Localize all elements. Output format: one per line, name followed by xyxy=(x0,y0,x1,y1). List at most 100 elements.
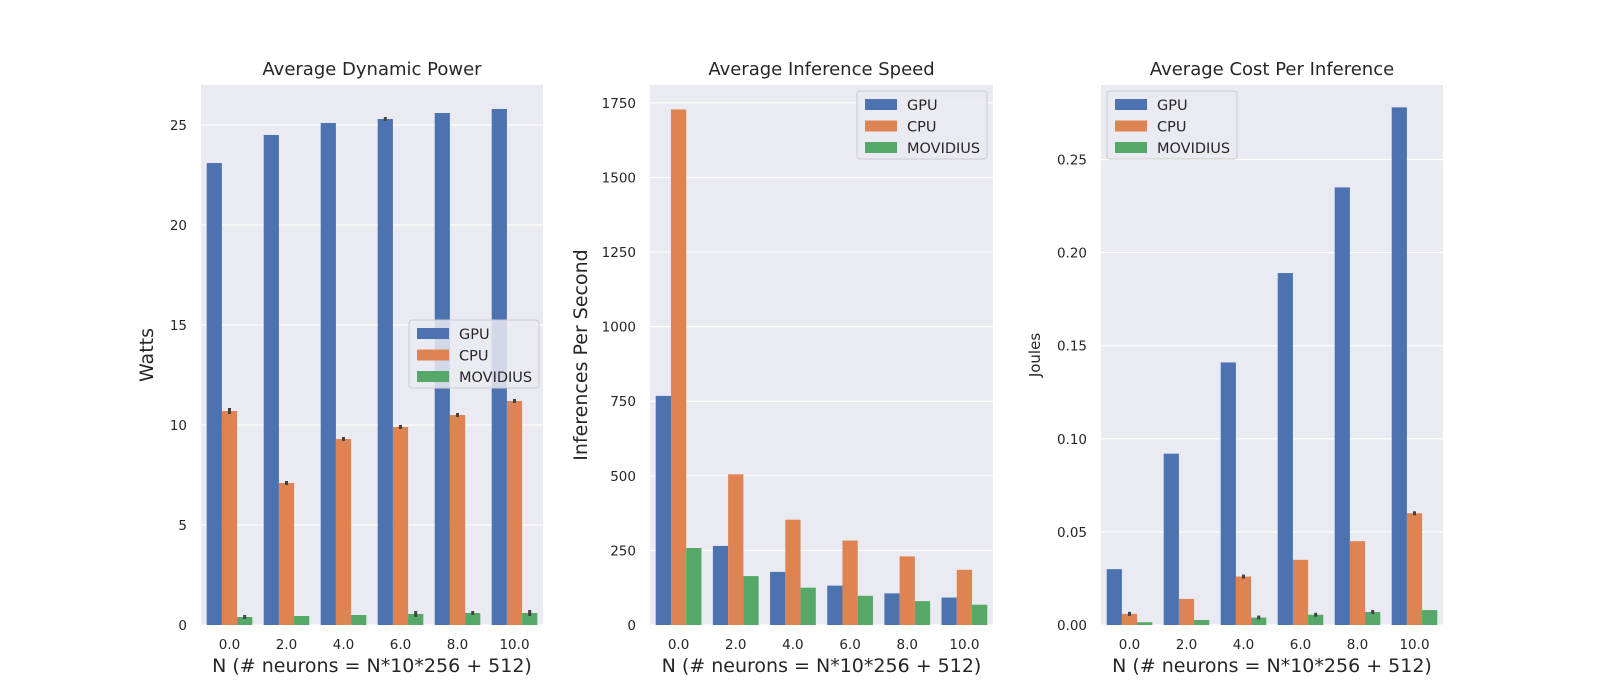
bar-gpu-2.0 xyxy=(1163,453,1179,625)
bar-gpu-0.0 xyxy=(655,395,671,625)
legend: GPU CPU MOVIDIUS xyxy=(856,90,988,160)
bar-movidius-8.0 xyxy=(465,613,481,625)
x-tick-label: 4.0 xyxy=(782,637,803,653)
y-tick-label: 250 xyxy=(610,543,636,559)
bar-cpu-6.0 xyxy=(392,427,409,625)
x-tick-label: 10.0 xyxy=(499,637,529,653)
bar-gpu-6.0 xyxy=(377,119,393,625)
y-tick-label: 0 xyxy=(178,618,187,634)
legend-label-gpu: GPU xyxy=(1157,98,1188,114)
legend-label-movidius: MOVIDIUS xyxy=(1157,141,1230,157)
y-tick-label: 0.00 xyxy=(1057,618,1087,634)
bar-movidius-0.0 xyxy=(237,617,253,625)
x-tick-label: 0.0 xyxy=(1119,637,1140,653)
y-tick-label: 25 xyxy=(170,118,187,134)
x-tick-label: 0.0 xyxy=(219,637,240,653)
legend-label-cpu: CPU xyxy=(1157,120,1186,136)
y-tick-label: 0 xyxy=(627,618,636,634)
x-tick-label: 2.0 xyxy=(725,637,746,653)
x-axis-title: N (# neurons = N*10*256 + 512) xyxy=(212,655,532,677)
y-tick-label: 500 xyxy=(610,469,636,485)
bar-gpu-10.0 xyxy=(941,597,957,625)
y-tick-label: 10 xyxy=(170,418,187,434)
bar-cpu-8.0 xyxy=(899,556,915,625)
x-tick-label: 10.0 xyxy=(949,637,979,653)
legend-swatch-movidius xyxy=(417,371,449,382)
bar-gpu-10.0 xyxy=(1391,107,1407,625)
bar-cpu-2.0 xyxy=(278,483,295,625)
bar-gpu-6.0 xyxy=(1277,273,1293,625)
bar-movidius-6.0 xyxy=(408,614,424,625)
chart-title: Average Inference Speed xyxy=(708,59,934,80)
y-axis-title: Joules xyxy=(1026,333,1044,379)
bar-cpu-4.0 xyxy=(1235,576,1252,625)
bar-movidius-8.0 xyxy=(914,601,931,625)
y-tick-label: 750 xyxy=(610,394,636,410)
x-tick-label: 4.0 xyxy=(1233,637,1254,653)
bar-gpu-8.0 xyxy=(884,593,900,625)
bar-cpu-10.0 xyxy=(1406,513,1423,625)
x-tick-label: 8.0 xyxy=(447,637,468,653)
bar-gpu-8.0 xyxy=(1334,187,1350,625)
y-tick-label: 1000 xyxy=(602,320,636,336)
legend-swatch-cpu xyxy=(1115,120,1147,132)
bar-movidius-4.0 xyxy=(351,615,367,625)
x-tick-label: 8.0 xyxy=(897,637,918,653)
bar-cpu-0.0 xyxy=(670,109,687,625)
y-tick-label: 0.10 xyxy=(1057,432,1087,448)
x-axis-title: N (# neurons = N*10*256 + 512) xyxy=(1112,655,1432,677)
bar-gpu-6.0 xyxy=(827,585,843,625)
bar-cpu-10.0 xyxy=(956,569,973,625)
bar-cpu-8.0 xyxy=(1349,541,1366,625)
x-tick-label: 6.0 xyxy=(839,637,860,653)
bar-movidius-0.0 xyxy=(686,548,702,625)
bar-movidius-10.0 xyxy=(972,604,988,625)
bar-gpu-4.0 xyxy=(770,571,786,625)
bar-movidius-10.0 xyxy=(522,613,538,625)
legend-swatch-gpu xyxy=(417,328,449,339)
y-tick-label: 1500 xyxy=(602,170,636,186)
bar-movidius-2.0 xyxy=(294,616,310,625)
y-tick-label: 0.05 xyxy=(1057,525,1087,541)
x-tick-label: 8.0 xyxy=(1347,637,1368,653)
y-tick-label: 1750 xyxy=(602,96,636,112)
bar-cpu-8.0 xyxy=(449,415,466,625)
chart-title: Average Cost Per Inference xyxy=(1150,59,1394,80)
bar-cpu-2.0 xyxy=(1178,598,1195,625)
bar-cpu-4.0 xyxy=(335,439,352,625)
chart-panel-1: 0 5 10 15 20 25 0.0 2.0 4.0 6.0 8.0 10.0 Average Dyn… xyxy=(136,59,543,677)
bar-movidius-6.0 xyxy=(1308,614,1324,625)
bar-gpu-2.0 xyxy=(712,545,729,625)
legend: GPU CPU MOVIDIUS xyxy=(408,319,540,389)
bar-gpu-4.0 xyxy=(320,123,336,625)
x-tick-label: 6.0 xyxy=(390,637,411,653)
plot-area xyxy=(650,85,993,625)
legend-swatch-movidius xyxy=(865,142,897,153)
y-tick-label: 20 xyxy=(170,218,187,234)
legend-label-cpu: CPU xyxy=(907,120,936,136)
legend-swatch-gpu xyxy=(865,99,897,110)
y-tick-label: 15 xyxy=(170,318,187,334)
legend-swatch-cpu xyxy=(865,120,897,132)
legend-swatch-cpu xyxy=(417,349,449,361)
x-tick-label: 0.0 xyxy=(668,637,689,653)
x-tick-label: 4.0 xyxy=(333,637,354,653)
chart-panel-3: 0.00 0.05 0.10 0.15 0.20 0.25 0.0 2.0 4.0 6.0 8.0 1… xyxy=(1026,59,1443,677)
bar-gpu-0.0 xyxy=(1106,569,1122,625)
y-tick-label: 0.15 xyxy=(1057,339,1087,355)
x-tick-label: 2.0 xyxy=(276,637,297,653)
x-tick-label: 6.0 xyxy=(1290,637,1311,653)
bar-cpu-6.0 xyxy=(1292,559,1309,625)
bar-cpu-4.0 xyxy=(785,519,801,625)
y-tick-label: 0.25 xyxy=(1057,152,1087,168)
legend-label-cpu: CPU xyxy=(459,349,488,365)
bar-movidius-8.0 xyxy=(1365,611,1381,625)
bar-cpu-6.0 xyxy=(842,540,858,625)
legend-label-gpu: GPU xyxy=(907,98,938,114)
bar-gpu-2.0 xyxy=(263,135,279,625)
bar-movidius-0.0 xyxy=(1137,622,1153,625)
chart-title: Average Dynamic Power xyxy=(262,59,482,80)
x-tick-label: 2.0 xyxy=(1176,637,1197,653)
y-axis-title: Inferences Per Second xyxy=(570,249,592,460)
